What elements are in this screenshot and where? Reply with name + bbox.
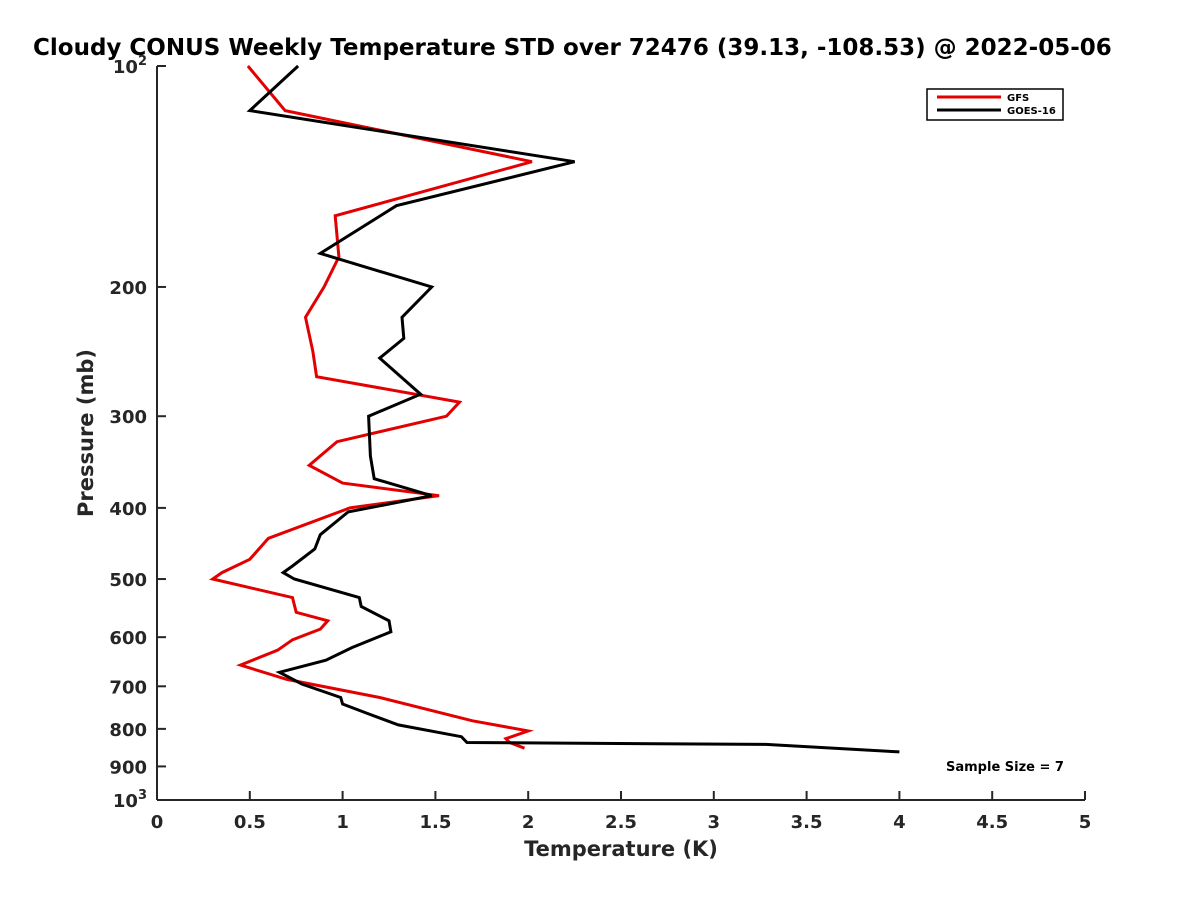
x-tick-label: 2 bbox=[522, 812, 535, 833]
series-layer bbox=[209, 64, 900, 754]
legend-label: GFS bbox=[1007, 93, 1029, 104]
x-tick-label: 1.5 bbox=[419, 812, 451, 833]
y-tick-label: 800 bbox=[109, 720, 147, 741]
x-tick-label: 0.5 bbox=[234, 812, 266, 833]
x-tick-label: 3.5 bbox=[791, 812, 823, 833]
y-axis-label: Pressure (mb) bbox=[74, 349, 98, 517]
x-tick-label: 4 bbox=[893, 812, 906, 833]
y-tick-label: 103 bbox=[113, 788, 147, 812]
y-tick-label: 900 bbox=[109, 757, 147, 778]
y-tick-label: 200 bbox=[109, 278, 147, 299]
series-line-gfs bbox=[209, 65, 535, 750]
y-tick-label: 500 bbox=[109, 570, 147, 591]
y-tick-label: 300 bbox=[109, 407, 147, 428]
legend: GFS GOES-16 bbox=[926, 88, 1064, 121]
x-tick-label: 3 bbox=[708, 812, 721, 833]
x-tick-label: 0 bbox=[151, 812, 164, 833]
chart-title: Cloudy CONUS Weekly Temperature STD over… bbox=[33, 35, 1112, 61]
sample-size-annotation: Sample Size = 7 bbox=[946, 760, 1064, 775]
series-line-goes-16 bbox=[246, 64, 900, 754]
x-tick-label: 2.5 bbox=[605, 812, 637, 833]
y-tick-label: 400 bbox=[109, 499, 147, 520]
x-tick-label: 5 bbox=[1079, 812, 1092, 833]
x-tick-label: 4.5 bbox=[976, 812, 1008, 833]
y-tick-label: 700 bbox=[109, 677, 147, 698]
x-axis-label: Temperature (K) bbox=[524, 837, 718, 861]
x-tick-label: 1 bbox=[336, 812, 349, 833]
y-tick-label: 600 bbox=[109, 628, 147, 649]
legend-label: GOES-16 bbox=[1007, 106, 1056, 117]
y-tick-label: 102 bbox=[113, 54, 147, 78]
legend-box bbox=[926, 88, 1064, 121]
x-axis-ticks: 0 0.5 1 1.5 2 2.5 3 3.5 4 4.5 5 bbox=[151, 791, 1092, 833]
y-axis-ticks: 102 200 300 400 500 600 700 800 900 103 bbox=[109, 54, 166, 812]
